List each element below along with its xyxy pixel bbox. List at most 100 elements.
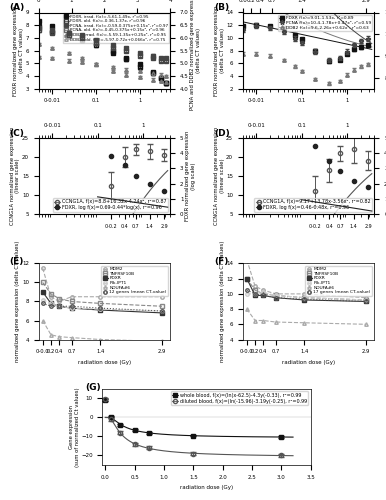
Plk-IPT1 — [160, 308, 164, 314]
Y-axis label: FDXR normalized gene expression
(delta CT values): FDXR normalized gene expression (delta C… — [214, 6, 225, 96]
Text: (C): (C) — [10, 129, 24, 138]
TNFRSF10B — [244, 276, 249, 281]
17 genes (mean CT-value) — [261, 292, 266, 298]
MDM2 — [41, 265, 45, 271]
Plk-IPT1 — [69, 305, 74, 311]
TNFRSF10B — [41, 280, 45, 285]
FDXR — [69, 305, 74, 311]
TNFRSF10B — [69, 298, 74, 304]
12 genes (mean CT-value) — [98, 305, 103, 311]
12 genes (mean CT-value) — [49, 303, 53, 309]
Y-axis label: FDXR normalized gene expression
(log scale): FDXR normalized gene expression (log sca… — [185, 131, 196, 221]
Line: 12 genes (mean CT-value): 12 genes (mean CT-value) — [41, 302, 164, 312]
Plk-IPT1 — [364, 297, 369, 303]
FDXR — [253, 292, 257, 298]
Text: (B): (B) — [214, 4, 229, 13]
Line: NDUFA#6: NDUFA#6 — [41, 319, 164, 343]
NDUFA#6 — [253, 318, 257, 324]
Plk-IPT1 — [98, 306, 103, 312]
X-axis label: radiation dose (Gy): radiation dose (Gy) — [180, 486, 233, 490]
MDM2 — [98, 294, 103, 300]
MDM2 — [244, 256, 249, 262]
Plk-IPT1 — [41, 296, 45, 302]
Line: TNFRSF10B: TNFRSF10B — [41, 280, 164, 308]
17 genes (mean CT-value) — [273, 294, 278, 300]
NDUFA#6 — [244, 306, 249, 312]
Plk-IPT1 — [302, 294, 307, 300]
FDXR — [273, 294, 278, 300]
MDM2 — [273, 291, 278, 297]
Line: Plk-IPT1: Plk-IPT1 — [245, 290, 368, 302]
Line: FDXR: FDXR — [245, 277, 368, 303]
12 genes (mean CT-value) — [69, 303, 74, 309]
X-axis label: radiation dose (Gy): radiation dose (Gy) — [282, 360, 335, 365]
Line: TNFRSF10B: TNFRSF10B — [245, 277, 368, 301]
TNFRSF10B — [160, 303, 164, 309]
NDUFA#6 — [261, 318, 266, 324]
FDXR — [261, 292, 266, 298]
MDM2 — [253, 284, 257, 290]
17 genes (mean CT-value) — [302, 296, 307, 302]
TNFRSF10B — [49, 291, 53, 297]
NDUFA#6 — [364, 322, 369, 328]
Y-axis label: FDXR normalized gene expression
(delta CT values): FDXR normalized gene expression (delta C… — [13, 6, 24, 96]
Line: FDXR: FDXR — [41, 290, 164, 314]
Text: (A): (A) — [10, 4, 25, 13]
Plk-IPT1 — [253, 291, 257, 297]
MDM2 — [302, 291, 307, 297]
Text: (E): (E) — [10, 258, 24, 266]
NDUFA#6 — [98, 336, 103, 342]
NDUFA#6 — [69, 334, 74, 340]
FDXR — [244, 276, 249, 281]
Line: Plk-IPT1: Plk-IPT1 — [41, 298, 164, 312]
Text: (G): (G) — [86, 383, 102, 392]
12 genes (mean CT-value) — [41, 300, 45, 306]
FDXR — [49, 300, 53, 306]
Y-axis label: normalized gene expression (delta CT Values): normalized gene expression (delta CT Val… — [220, 241, 225, 362]
NDUFA#6 — [302, 320, 307, 326]
Plk-IPT1 — [244, 291, 249, 297]
Legend: MDM2, TNFRSF10B, FDXR, Plk-IPT1, NDUFA#6, 12 genes (mean CT-value): MDM2, TNFRSF10B, FDXR, Plk-IPT1, NDUFA#6… — [102, 266, 168, 296]
Y-axis label: PCNA and DDB2 normalized gene expression
(delta CT values): PCNA and DDB2 normalized gene expression… — [190, 0, 201, 110]
TNFRSF10B — [253, 287, 257, 293]
17 genes (mean CT-value) — [253, 291, 257, 297]
Legend: FDXR, irrad. f(x)=-5.61-1.49x, r²=0.95, FDXR, old. f(x)=-0.36-1.37x, r²=0.96, PC: FDXR, irrad. f(x)=-5.61-1.49x, r²=0.95, … — [63, 14, 169, 43]
Legend: FDXR f(x)=9.01-1.53x, r²=0.89, PCNA f(x)=10.4-1.78x+0.47x², r²=0.59, DDB2 f(x)=9: FDXR f(x)=9.01-1.53x, r²=0.89, PCNA f(x)… — [278, 14, 372, 31]
Legend: CCNG1A, f(x)=9.17+13.78x-3.56x², r²=0.82, FDXR, log f(x)=0.46-0.48x, r²=0.96: CCNG1A, f(x)=9.17+13.78x-3.56x², r²=0.82… — [254, 198, 372, 211]
NDUFA#6 — [41, 318, 45, 324]
FDXR — [98, 307, 103, 313]
FDXR — [302, 297, 307, 303]
FDXR — [364, 298, 369, 304]
FDXR — [160, 310, 164, 316]
Legend: CCNG1A, f(x)=8.8+16.32x-4.24x², r²=0.87, FDXR, log f(x)=0.69-0.44*log(x), r²=0.9: CCNG1A, f(x)=8.8+16.32x-4.24x², r²=0.87,… — [53, 198, 168, 211]
MDM2 — [49, 294, 53, 300]
Plk-IPT1 — [49, 300, 53, 306]
12 genes (mean CT-value) — [57, 303, 61, 309]
Plk-IPT1 — [261, 290, 266, 296]
MDM2 — [261, 287, 266, 293]
TNFRSF10B — [273, 292, 278, 298]
NDUFA#6 — [57, 334, 61, 340]
TNFRSF10B — [57, 296, 61, 302]
Legend: MDM2, TNFRSF10B, FDXR, Plk-IPT1, NDUFA#6, 17 genes (mean CT-value): MDM2, TNFRSF10B, FDXR, Plk-IPT1, NDUFA#6… — [305, 266, 372, 296]
Plk-IPT1 — [57, 303, 61, 309]
Text: (D): (D) — [214, 129, 230, 138]
17 genes (mean CT-value) — [244, 287, 249, 293]
MDM2 — [57, 298, 61, 304]
FDXR — [41, 289, 45, 295]
NDUFA#6 — [273, 319, 278, 325]
12 genes (mean CT-value) — [160, 308, 164, 314]
TNFRSF10B — [364, 297, 369, 303]
TNFRSF10B — [261, 291, 266, 297]
Legend: whole blood, f(x)=(ln(x-62.5)-4.3y(-0.33), r²=0.99, diluted blood, f(x)=(ln(-15.: whole blood, f(x)=(ln(x-62.5)-4.3y(-0.33… — [171, 392, 308, 406]
MDM2 — [69, 294, 74, 300]
Y-axis label: Gene expression
(sum of normalized Ct values): Gene expression (sum of normalized Ct va… — [69, 387, 80, 467]
Y-axis label: normalized gene expression (delta CT Values): normalized gene expression (delta CT Val… — [15, 241, 20, 362]
Line: MDM2: MDM2 — [245, 258, 368, 300]
X-axis label: radiation dose (Gy): radiation dose (Gy) — [78, 360, 131, 365]
Plk-IPT1 — [273, 292, 278, 298]
Y-axis label: CCNG1A normalized gene expression
(linear scale): CCNG1A normalized gene expression (linea… — [214, 127, 225, 225]
NDUFA#6 — [160, 338, 164, 344]
NDUFA#6 — [49, 332, 53, 338]
Y-axis label: CCNG1A normalized gene expression
(linear scale): CCNG1A normalized gene expression (linea… — [10, 127, 20, 225]
